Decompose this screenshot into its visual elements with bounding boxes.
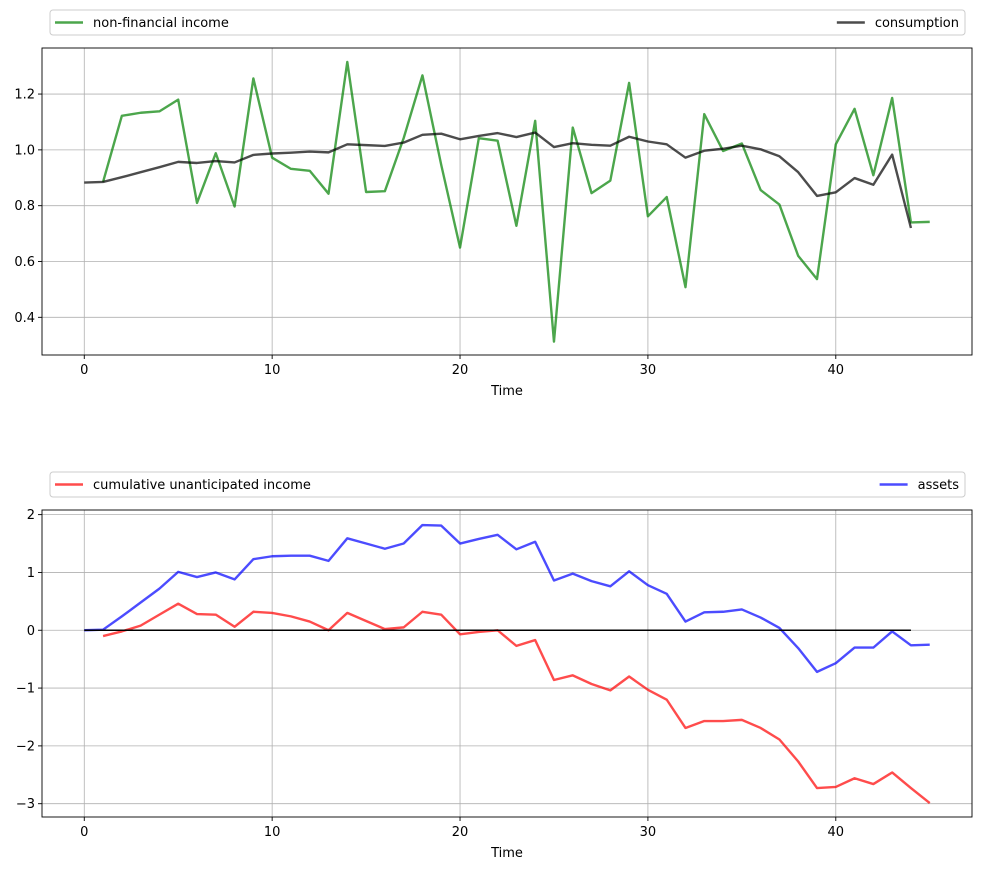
x-axis-label: Time	[490, 384, 523, 399]
y-tick-label: 1.2	[14, 88, 35, 103]
y-tick-label: 0.8	[14, 199, 35, 214]
plot-frame	[41, 47, 973, 356]
x-tick-label: 0	[80, 825, 88, 840]
chart-panel-1: 0 10 20 30 40 0.4 0.6 0.8 1.0 1.2 Time non-financia…	[14, 9, 973, 399]
series-line-consumption	[84, 131, 913, 229]
chart-panel-2: 0 10 20 30 40 −3 −2 −1 0 1 2 Time cumulative unantic…	[16, 471, 973, 861]
y-tick-label: −3	[16, 797, 35, 812]
legend-frame	[49, 471, 966, 498]
legend-entry-label: consumption	[875, 16, 959, 31]
x-axis-label: Time	[490, 846, 523, 861]
x-tick-label: 0	[80, 363, 88, 378]
y-tick-label: −2	[16, 739, 35, 754]
y-tick-label: 0.6	[14, 255, 35, 270]
series-group	[84, 60, 930, 343]
x-tick-label: 10	[264, 363, 281, 378]
legend: cumulative unanticipated income assets	[49, 471, 966, 498]
legend-entry-label: non-financial income	[93, 16, 229, 31]
legend-entry-label: assets	[918, 478, 960, 493]
x-tick-label: 40	[828, 363, 845, 378]
y-tick-label: −1	[16, 682, 35, 697]
y-tick-label: 0.4	[14, 311, 35, 326]
legend-entry-label: cumulative unanticipated income	[93, 478, 311, 493]
legend: non-financial income consumption	[49, 9, 966, 36]
x-tick-label: 30	[640, 825, 657, 840]
y-tick-label: 0	[27, 624, 35, 639]
x-tick-label: 20	[452, 825, 469, 840]
series-group	[84, 523, 931, 805]
x-tick-label: 10	[264, 825, 281, 840]
x-tick-label: 20	[452, 363, 469, 378]
y-tick-label: 1.0	[14, 143, 35, 158]
plot-frame	[41, 509, 973, 818]
y-tick-label: 1	[27, 566, 35, 581]
x-tick-label: 40	[828, 825, 845, 840]
x-tick-label: 30	[640, 363, 657, 378]
series-line-assets	[84, 523, 930, 674]
series-line-cumulative-unanticipated-income	[102, 602, 931, 805]
series-line-non-financial-income	[101, 60, 930, 343]
y-tick-label: 2	[27, 508, 35, 523]
legend-frame	[49, 9, 966, 36]
